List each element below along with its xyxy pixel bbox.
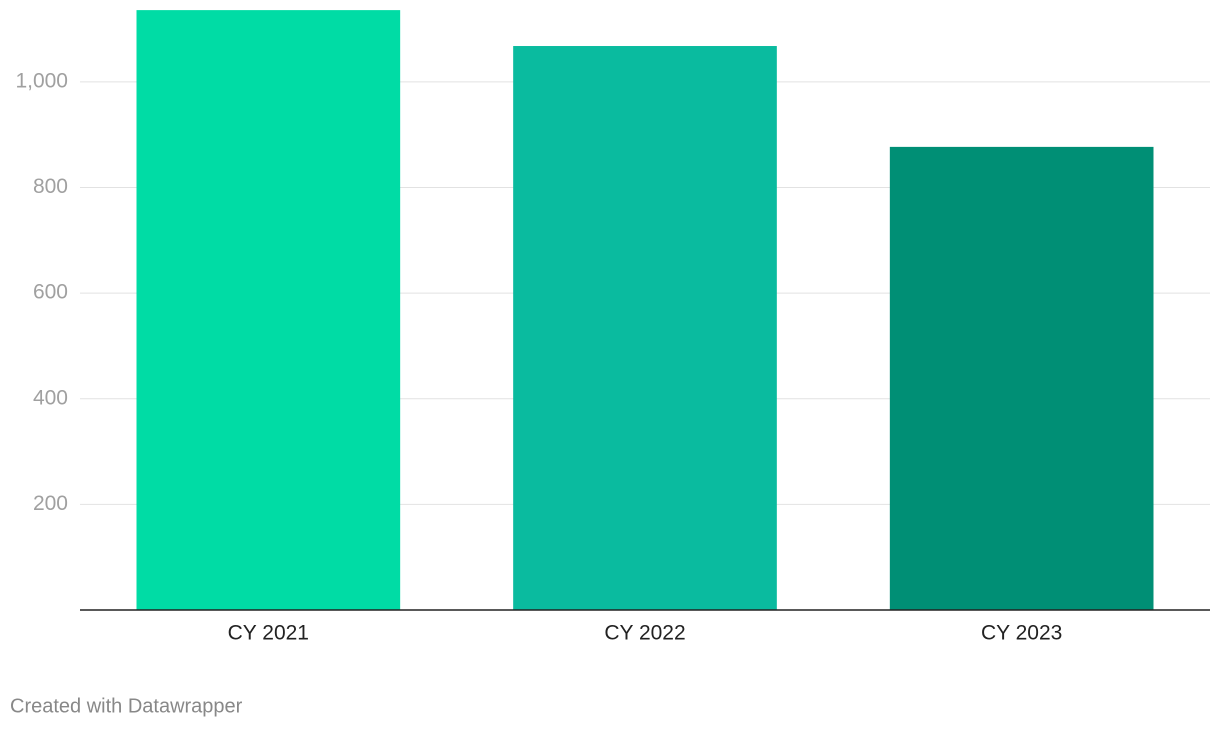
y-tick-label: 400: [33, 386, 68, 409]
x-tick-label: CY 2021: [228, 622, 309, 645]
x-tick-label: CY 2022: [604, 622, 685, 645]
bar: [889, 146, 1154, 611]
credit: Created with Datawrapper: [10, 695, 243, 717]
y-tick-label: 200: [33, 492, 68, 515]
x-tick-label: CY 2023: [981, 622, 1062, 645]
y-tick-label: 1,000: [15, 69, 68, 92]
bar: [136, 10, 401, 610]
bar: [513, 46, 777, 610]
y-tick-label: 600: [33, 281, 68, 304]
y-tick-label: 800: [33, 175, 68, 198]
